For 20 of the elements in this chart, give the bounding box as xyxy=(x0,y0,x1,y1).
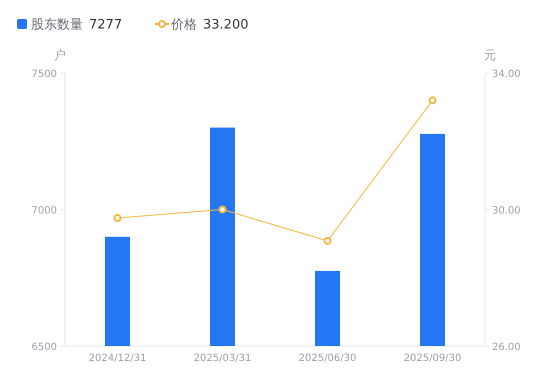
point xyxy=(324,236,332,245)
x-tick-label: 2025/09/30 xyxy=(404,353,462,364)
y-axis-title: 户 xyxy=(54,48,66,62)
y2-tick-label: 26.00 xyxy=(492,342,521,353)
legend-label: 价格 xyxy=(170,18,197,32)
point xyxy=(114,214,122,222)
y-tick-label: 7500 xyxy=(32,69,57,80)
text: 33.200 xyxy=(203,18,248,32)
y2-axis-title: 元 xyxy=(484,48,496,62)
y-tick-label: 6500 xyxy=(32,342,57,353)
y2-tick-label: 30.00 xyxy=(492,206,521,216)
x-tick-label: 2025/06/30 xyxy=(298,353,356,364)
y2-tick-label: 34.00 xyxy=(492,69,521,80)
point xyxy=(428,96,436,104)
text: 7277 xyxy=(89,18,122,32)
point xyxy=(218,206,226,214)
x-tick-label: 2024/12/31 xyxy=(88,353,146,364)
x-tick-label: 2025/03/31 xyxy=(194,353,252,364)
y-tick-label: 7000 xyxy=(32,206,57,216)
legend-label: 股东数量 xyxy=(31,18,83,32)
